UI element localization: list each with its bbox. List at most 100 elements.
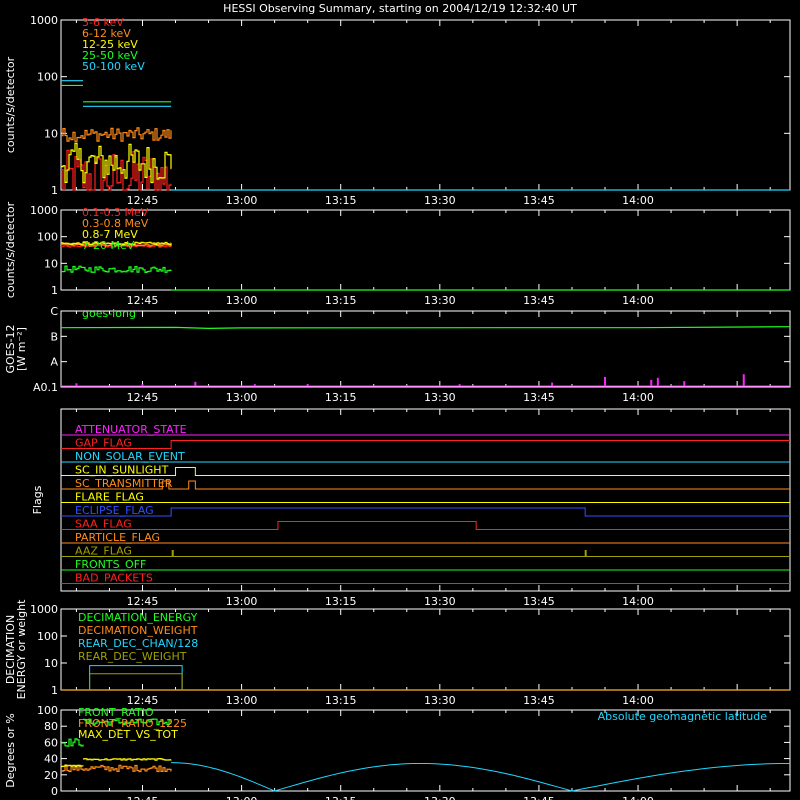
legend-entry: 0.3-0.8 MeV <box>82 217 149 230</box>
legend: FRONT_RATIOFRONT_RATIO_1225MAX_DET_VS_TO… <box>78 706 187 741</box>
series-segment <box>61 265 172 273</box>
series-rear-dec-weight <box>89 673 183 690</box>
x-tick-label: 14:00 <box>622 391 654 404</box>
x-tick-label: 13:15 <box>325 795 357 800</box>
flag-row: PARTICLE_FLAG <box>61 531 790 544</box>
y-tick-label: A <box>50 356 58 369</box>
y-axis-label: Flags <box>31 485 44 514</box>
series-segment <box>61 127 172 142</box>
flag-label: NON_SOLAR_EVENT <box>75 450 185 463</box>
legend-entry: 50-100 keV <box>82 60 145 73</box>
geomagnetic-latitude-label: Absolute geomagnetic latitude <box>598 710 768 723</box>
y-axis-label: DECIMATION <box>4 615 17 684</box>
x-tick-label: 13:00 <box>226 694 258 707</box>
x-tick-label: 13:30 <box>424 795 456 800</box>
y-tick-label: 1 <box>51 184 58 197</box>
legend-entry: DECIMATION_ENERGY <box>78 611 198 624</box>
flag-row: SC_IN_SUNLIGHT <box>61 464 790 477</box>
x-tick-label: 13:15 <box>325 194 357 207</box>
y-tick-label: C <box>50 305 58 318</box>
series-line <box>60 326 791 330</box>
legend-entry: FRONT_RATIO <box>78 706 154 719</box>
x-tick-label: 13:15 <box>325 595 357 608</box>
x-tick-label: 13:30 <box>424 595 456 608</box>
legend-entry: goes-long <box>82 307 136 320</box>
x-tick-label: 13:00 <box>226 194 258 207</box>
series-7-20-mev <box>61 265 790 291</box>
x-tick-label: 14:00 <box>622 294 654 307</box>
series-0-8-7-mev <box>61 241 172 246</box>
x-tick-label: 13:15 <box>325 294 357 307</box>
x-tick-label: 13:00 <box>226 795 258 800</box>
flag-label: AAZ_FLAG <box>75 545 132 558</box>
x-tick-label: 12:45 <box>127 194 159 207</box>
x-tick-label: 12:45 <box>127 595 159 608</box>
legend-entry: 6-12 keV <box>82 27 131 40</box>
y-axis-label-secondary: ENERGY or weight <box>15 599 28 699</box>
flag-line <box>61 550 790 557</box>
legend-entry: REAR_DEC_WEIGHT <box>78 650 187 663</box>
y-tick-label: 1000 <box>30 204 58 217</box>
x-tick-label: 13:45 <box>523 795 555 800</box>
series-segment <box>83 718 172 726</box>
y-tick-label: 0 <box>51 785 58 798</box>
x-tick-label: 12:45 <box>127 694 159 707</box>
x-tick-label: 13:45 <box>523 391 555 404</box>
panel-ratios: Degrees or % 0 20 40 60 80 100 12:45 13:00 13:15 1… <box>4 704 791 800</box>
x-tick-label: 13:45 <box>523 294 555 307</box>
panel-frame <box>60 310 791 388</box>
panel-hi-energy: counts/s/detector 1 10 100 1000 12:45 13:00 13:… <box>4 201 791 307</box>
y-tick-label: A0.1 <box>33 381 58 394</box>
flag-label: PARTICLE_FLAG <box>75 531 160 544</box>
panel-frame <box>60 408 791 592</box>
legend-entry: MAX_DET_VS_TOT <box>78 728 178 741</box>
geomagnetic-latitude-line <box>171 762 790 792</box>
legend-entry: DECIMATION_WEIGHT <box>78 624 198 637</box>
x-tick-label: 14:00 <box>622 694 654 707</box>
series-segment <box>61 738 84 747</box>
series-segment <box>61 142 172 184</box>
y-tick-label: 1 <box>51 284 58 297</box>
flag-row: FRONTS_OFF <box>61 558 790 571</box>
y-tick-label: 10 <box>44 657 58 670</box>
flag-row: BAD_PACKETS <box>61 572 790 585</box>
flag-row: SC_TRANSMITTER <box>61 477 790 490</box>
panel-goes: GOES-12[W m⁻²] A0.1 ABC 12:45 13:00 13:15 13:3… <box>4 305 791 404</box>
legend-entry: 0.1-0.3 MeV <box>82 206 149 219</box>
y-axis-label: GOES-12 <box>4 324 17 373</box>
legend-entry: 3-6 keV <box>82 16 124 29</box>
y-tick-label: 100 <box>37 630 58 643</box>
x-tick-label: 13:15 <box>325 694 357 707</box>
legend-entry: 0.8-7 MeV <box>82 228 138 241</box>
y-axis-label: counts/s/detector <box>4 201 17 298</box>
panel-frame <box>60 709 791 792</box>
y-tick-label: 10 <box>44 257 58 270</box>
panel-flags: Flags 12:45 13:00 13:15 13:30 13:45 14:00 ATTEN… <box>31 408 791 608</box>
x-tick-label: 13:30 <box>424 694 456 707</box>
x-tick-label: 13:30 <box>424 391 456 404</box>
flag-line <box>61 507 790 517</box>
y-axis-label: counts/s/detector <box>4 56 17 153</box>
x-tick-label: 14:00 <box>622 194 654 207</box>
series-max-det-vs-tot <box>61 758 172 768</box>
x-tick-label: 14:00 <box>622 795 654 800</box>
y-tick-label: 80 <box>44 720 58 733</box>
flag-line <box>61 521 790 530</box>
series-segment <box>61 764 172 773</box>
y-axis-label: Degrees or % <box>4 713 17 787</box>
x-tick-label: 13:15 <box>325 391 357 404</box>
series-front-ratio <box>61 718 172 747</box>
flag-row: SAA_FLAG <box>61 518 790 531</box>
legend-entry: FRONT_RATIO_1225 <box>78 717 187 730</box>
y-tick-label: 1000 <box>30 14 58 27</box>
flag-label: ATTENUATOR_STATE <box>75 423 187 436</box>
x-tick-label: 12:45 <box>127 294 159 307</box>
series-rear-dec-chan-128 <box>89 665 183 690</box>
flag-row: GAP_FLAG <box>61 437 790 450</box>
panel-frame <box>60 209 791 291</box>
x-tick-label: 12:45 <box>127 795 159 800</box>
series-box <box>89 665 183 690</box>
